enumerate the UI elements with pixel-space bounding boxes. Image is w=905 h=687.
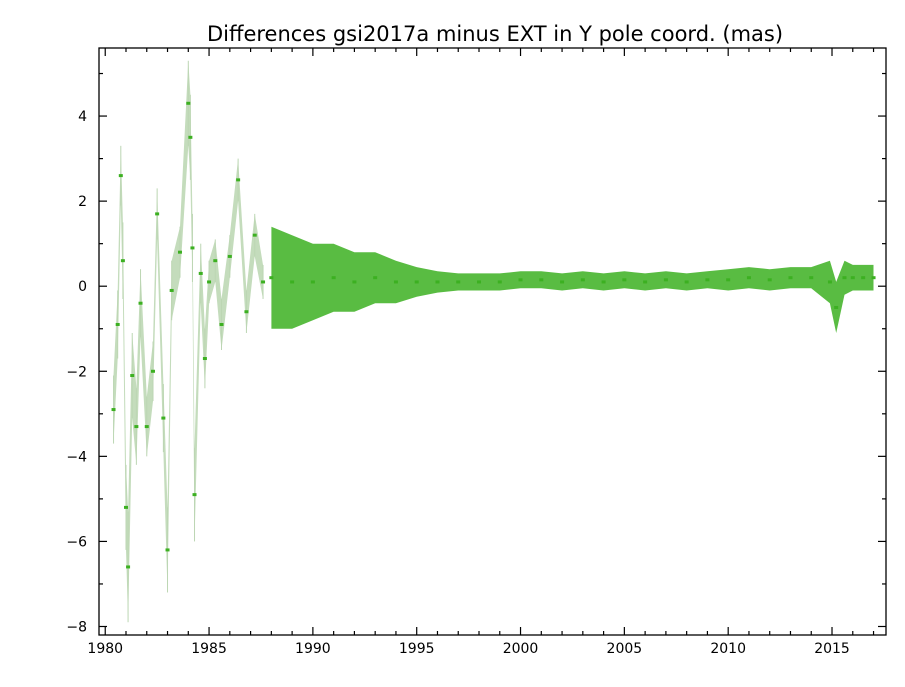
y-tick-label: −8 <box>66 619 87 635</box>
y-tick-label: 2 <box>78 194 87 210</box>
data-point <box>834 305 839 309</box>
data-point <box>219 322 224 326</box>
error-bar-layer <box>113 60 264 623</box>
y-tick-label: −4 <box>66 449 87 465</box>
data-point <box>290 280 295 284</box>
data-point <box>169 288 174 292</box>
x-axis: 1980 1985 1990 1995 2000 2005 2010 2015 <box>87 48 875 657</box>
x-tick-label: 2010 <box>710 641 746 657</box>
data-point <box>871 276 876 280</box>
data-point <box>809 276 814 280</box>
data-point <box>373 276 378 280</box>
data-point <box>155 212 160 216</box>
data-point <box>310 280 315 284</box>
data-point <box>150 369 155 373</box>
x-tick-label: 1990 <box>295 641 331 657</box>
data-point <box>227 254 232 258</box>
data-point <box>207 280 212 284</box>
data-point <box>352 280 357 284</box>
x-tick-label: 1985 <box>191 641 227 657</box>
data-point <box>331 276 336 280</box>
data-point <box>144 425 149 429</box>
data-point <box>261 280 266 284</box>
data-point <box>111 408 116 412</box>
data-point <box>827 280 832 284</box>
data-point <box>192 493 197 497</box>
data-point <box>120 259 125 263</box>
data-point <box>705 278 710 282</box>
data-point <box>186 101 191 105</box>
data-point <box>842 276 847 280</box>
data-point <box>518 278 523 282</box>
x-tick-label: 2000 <box>503 641 539 657</box>
data-point <box>643 280 648 284</box>
data-point <box>477 280 482 284</box>
data-point <box>788 276 793 280</box>
error-band-layer <box>113 60 874 623</box>
chart-title: Differences gsi2017a minus EXT in Y pole… <box>207 22 783 46</box>
data-point <box>138 301 143 305</box>
data-point <box>198 271 203 275</box>
scatter-envelope <box>271 226 874 333</box>
data-point <box>123 505 128 509</box>
data-point <box>213 259 218 263</box>
x-tick-label: 2005 <box>607 641 643 657</box>
data-point <box>188 135 193 139</box>
data-point <box>539 278 544 282</box>
data-point <box>269 276 274 280</box>
data-point <box>456 280 461 284</box>
data-point <box>497 280 502 284</box>
data-point <box>435 280 440 284</box>
plot-frame <box>98 47 887 636</box>
data-point <box>190 246 195 250</box>
data-point <box>560 280 565 284</box>
data-point <box>236 178 241 182</box>
x-tick-label: 1995 <box>399 641 435 657</box>
data-point <box>118 174 123 178</box>
data-point <box>244 310 249 314</box>
data-point <box>601 280 606 284</box>
data-point <box>252 233 257 237</box>
y-tick-label: −6 <box>66 534 87 550</box>
y-axis: −8 −6 −4 −2 0 2 4 <box>66 72 886 635</box>
data-point <box>850 276 855 280</box>
data-point <box>767 278 772 282</box>
data-point <box>165 548 170 552</box>
data-point <box>130 374 135 378</box>
data-points-layer <box>111 101 876 569</box>
data-point <box>202 357 207 361</box>
data-point <box>580 278 585 282</box>
x-tick-label: 2015 <box>814 641 850 657</box>
data-point <box>115 322 120 326</box>
data-point <box>134 425 139 429</box>
data-point <box>746 276 751 280</box>
x-tick-label: 1980 <box>87 641 123 657</box>
y-tick-label: 0 <box>78 279 87 295</box>
data-point <box>126 565 131 569</box>
y-tick-label: −2 <box>66 364 87 380</box>
data-point <box>726 278 731 282</box>
data-point <box>177 250 182 254</box>
data-point <box>663 278 668 282</box>
data-point <box>861 276 866 280</box>
data-point <box>684 280 689 284</box>
y-tick-label: 4 <box>78 109 87 125</box>
data-point <box>622 278 627 282</box>
data-point <box>393 280 398 284</box>
data-point <box>161 416 166 420</box>
data-point <box>414 280 419 284</box>
